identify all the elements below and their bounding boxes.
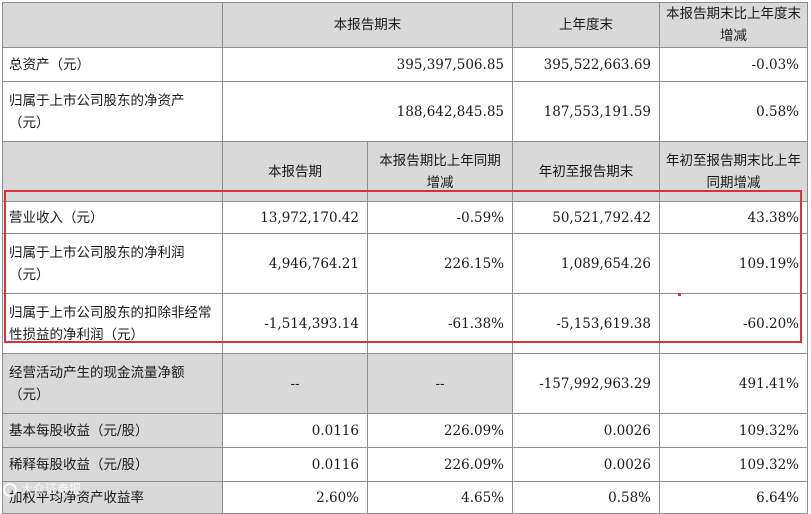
cell-value: 0.0026 — [512, 447, 660, 482]
row-label: 营业收入（元） — [2, 201, 223, 234]
cell-value: 0.58% — [512, 481, 660, 514]
cell-value: 2.60% — [222, 481, 368, 514]
table-row-revenue: 营业收入（元） 13,972,170.42 -0.59% 50,521,792.… — [2, 201, 808, 234]
table-row-operating-cash-flow: 经营活动产生的现金流量净额（元） -- -- -157,992,963.29 4… — [2, 353, 808, 414]
header-period-change: 本报告期比上年同期增减 — [367, 141, 513, 202]
cell-value: 0.0026 — [512, 413, 660, 448]
watermark: 大众证券报 — [3, 476, 123, 502]
cell-value: -5,153,619.38 — [512, 293, 660, 354]
cell-value: -60.20% — [659, 293, 808, 354]
header-empty-cell — [2, 2, 223, 48]
row-label: 归属于上市公司股东的净利润（元） — [2, 233, 223, 294]
cell-value: 491.41% — [659, 353, 808, 414]
cell-value: 109.19% — [659, 233, 808, 294]
cell-value: -0.59% — [367, 201, 513, 234]
header-current-period: 本报告期 — [222, 141, 368, 202]
header-ytd: 年初至报告期末 — [512, 141, 660, 202]
row-label: 经营活动产生的现金流量净额（元） — [2, 353, 223, 414]
cell-value: 395,522,663.69 — [512, 47, 660, 82]
cell-value: 1,089,654.26 — [512, 233, 660, 294]
table-row-deducted-net-profit: 归属于上市公司股东的扣除非经常性损益的净利润（元） -1,514,393.14 … — [2, 293, 808, 354]
cell-value: 13,972,170.42 — [222, 201, 368, 234]
row-label: 基本每股收益（元/股） — [2, 413, 223, 448]
cell-value: 0.0116 — [222, 413, 368, 448]
table-row-roe: 加权平均净资产收益率 2.60% 4.65% 0.58% 6.64% — [2, 481, 808, 514]
header-ytd-change: 年初至报告期末比上年同期增减 — [659, 141, 808, 202]
cell-value: 188,642,845.85 — [222, 81, 513, 142]
red-dot-mark — [678, 293, 681, 296]
cell-value: 43.38% — [659, 201, 808, 234]
header-change-vs-last-year: 本报告期末比上年度末增减 — [659, 2, 808, 48]
cell-value: -- — [222, 353, 368, 414]
cell-value: -157,992,963.29 — [512, 353, 660, 414]
cell-value: -- — [367, 353, 513, 414]
cell-value: 0.58% — [659, 81, 808, 142]
row-label: 稀释每股收益（元/股） — [2, 447, 223, 482]
table-row-net-assets: 归属于上市公司股东的净资产（元） 188,642,845.85 187,553,… — [2, 81, 808, 142]
table-row-basic-eps: 基本每股收益（元/股） 0.0116 226.09% 0.0026 109.32… — [2, 413, 808, 448]
cell-value: -1,514,393.14 — [222, 293, 368, 354]
watermark-text: 大众证券报 — [21, 482, 82, 496]
income-header-row: 本报告期 本报告期比上年同期增减 年初至报告期末 年初至报告期末比上年同期增减 — [2, 141, 808, 202]
header-period-end: 本报告期末 — [222, 2, 513, 48]
balance-header-row: 本报告期末 上年度末 本报告期末比上年度末增减 — [2, 2, 808, 48]
cell-value: 6.64% — [659, 481, 808, 514]
header-last-year-end: 上年度末 — [512, 2, 660, 48]
cell-value: -0.03% — [659, 47, 808, 82]
circle-logo-icon — [3, 482, 17, 497]
cell-value: 226.15% — [367, 233, 513, 294]
table-row-total-assets: 总资产（元） 395,397,506.85 395,522,663.69 -0.… — [2, 47, 808, 82]
cell-value: 109.32% — [659, 447, 808, 482]
cell-value: 0.0116 — [222, 447, 368, 482]
cell-value: 395,397,506.85 — [222, 47, 513, 82]
row-label: 归属于上市公司股东的净资产（元） — [2, 81, 223, 142]
header-empty-cell — [2, 141, 223, 202]
cell-value: 226.09% — [367, 447, 513, 482]
row-label: 总资产（元） — [2, 47, 223, 82]
table-row-diluted-eps: 稀释每股收益（元/股） 0.0116 226.09% 0.0026 109.32… — [2, 447, 808, 482]
cell-value: -61.38% — [367, 293, 513, 354]
cell-value: 226.09% — [367, 413, 513, 448]
cell-value: 187,553,191.59 — [512, 81, 660, 142]
cell-value: 4.65% — [367, 481, 513, 514]
table-row-net-profit: 归属于上市公司股东的净利润（元） 4,946,764.21 226.15% 1,… — [2, 233, 808, 294]
cell-value: 50,521,792.42 — [512, 201, 660, 234]
row-label: 归属于上市公司股东的扣除非经常性损益的净利润（元） — [2, 293, 223, 354]
cell-value: 109.32% — [659, 413, 808, 448]
cell-value: 4,946,764.21 — [222, 233, 368, 294]
